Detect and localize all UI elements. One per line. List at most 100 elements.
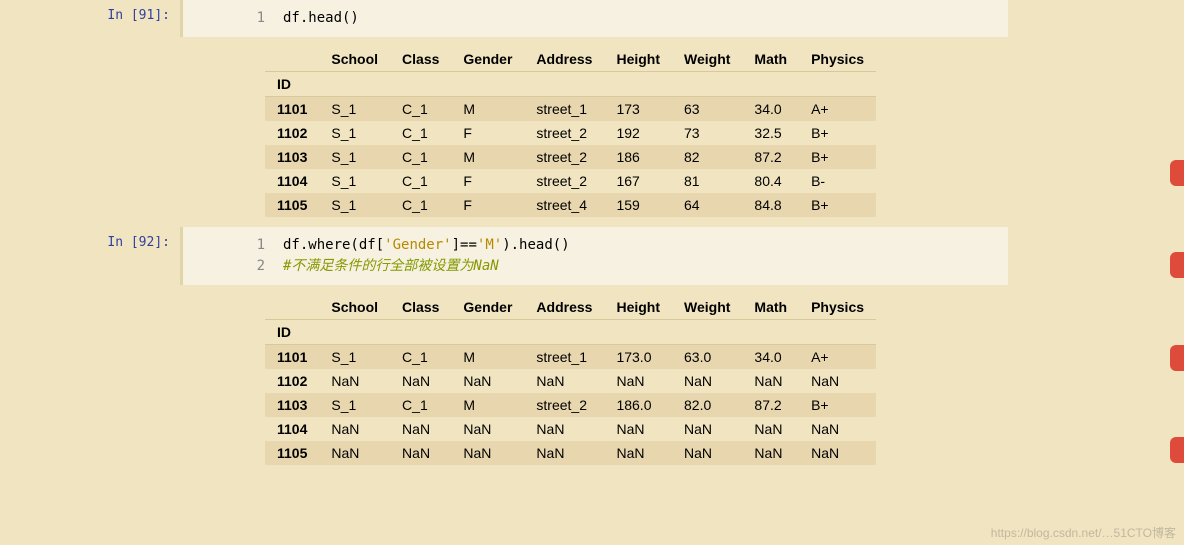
row-index: 1104	[265, 169, 319, 193]
cell: S_1	[319, 393, 390, 417]
cell: NaN	[742, 417, 799, 441]
index-name: ID	[265, 72, 319, 97]
cell: NaN	[672, 369, 742, 393]
code-editor[interactable]: 1df.head()	[180, 0, 1008, 37]
cell: NaN	[319, 369, 390, 393]
column-header: Weight	[672, 47, 742, 72]
cell: S_1	[319, 169, 390, 193]
cell: C_1	[390, 169, 451, 193]
column-header: Math	[742, 47, 799, 72]
row-index: 1102	[265, 369, 319, 393]
cell: NaN	[319, 417, 390, 441]
cell: 32.5	[742, 121, 799, 145]
cell: street_1	[524, 345, 604, 370]
table-row: 1105NaNNaNNaNNaNNaNNaNNaNNaN	[265, 441, 876, 465]
column-header: Height	[604, 295, 672, 320]
cell: NaN	[799, 417, 876, 441]
cell: 63.0	[672, 345, 742, 370]
output-area: SchoolClassGenderAddressHeightWeightMath…	[180, 37, 1184, 227]
line-number: 1	[193, 8, 283, 29]
cell: NaN	[451, 441, 524, 465]
input-prompt: In [91]:	[0, 0, 180, 37]
cell: 186.0	[604, 393, 672, 417]
cell: C_1	[390, 345, 451, 370]
cell: C_1	[390, 393, 451, 417]
cell: NaN	[672, 417, 742, 441]
column-header: Physics	[799, 47, 876, 72]
cell: NaN	[451, 417, 524, 441]
output-cell: SchoolClassGenderAddressHeightWeightMath…	[0, 37, 1184, 227]
cell: A+	[799, 97, 876, 122]
code-text: df.head()	[283, 8, 359, 29]
cell: 173.0	[604, 345, 672, 370]
row-index: 1101	[265, 97, 319, 122]
input-prompt: In [92]:	[0, 227, 180, 285]
cell: S_1	[319, 193, 390, 217]
code-line: 2#不满足条件的行全部被设置为NaN	[193, 256, 998, 277]
cell: 81	[672, 169, 742, 193]
cell: NaN	[742, 369, 799, 393]
cell: 159	[604, 193, 672, 217]
cell: NaN	[319, 441, 390, 465]
line-number: 1	[193, 235, 283, 256]
cell: C_1	[390, 193, 451, 217]
notebook: In [91]: 1df.head() SchoolClassGenderAdd…	[0, 0, 1184, 475]
row-index: 1104	[265, 417, 319, 441]
column-header: Class	[390, 295, 451, 320]
cell: C_1	[390, 121, 451, 145]
cell: street_1	[524, 97, 604, 122]
column-header: Address	[524, 295, 604, 320]
side-action-button[interactable]	[1170, 252, 1184, 278]
cell: 34.0	[742, 97, 799, 122]
table-row: 1104S_1C_1Fstreet_21678180.4B-	[265, 169, 876, 193]
cell: M	[451, 393, 524, 417]
column-header: School	[319, 295, 390, 320]
cell: S_1	[319, 345, 390, 370]
table-row: 1102S_1C_1Fstreet_21927332.5B+	[265, 121, 876, 145]
cell: 82	[672, 145, 742, 169]
code-line: 1df.head()	[193, 8, 998, 29]
column-header: Physics	[799, 295, 876, 320]
row-index: 1101	[265, 345, 319, 370]
row-index: 1102	[265, 121, 319, 145]
cell: NaN	[390, 441, 451, 465]
cell: F	[451, 169, 524, 193]
side-action-button[interactable]	[1170, 160, 1184, 186]
cell: NaN	[524, 441, 604, 465]
side-action-button[interactable]	[1170, 345, 1184, 371]
cell: F	[451, 193, 524, 217]
cell: 84.8	[742, 193, 799, 217]
table-row: 1103S_1C_1Mstreet_2186.082.087.2B+	[265, 393, 876, 417]
cell: B+	[799, 121, 876, 145]
code-editor[interactable]: 1df.where(df['Gender']=='M').head()2#不满足…	[180, 227, 1008, 285]
index-name: ID	[265, 320, 319, 345]
cell: 63	[672, 97, 742, 122]
row-index: 1105	[265, 441, 319, 465]
cell: S_1	[319, 97, 390, 122]
column-header: Height	[604, 47, 672, 72]
cell: F	[451, 121, 524, 145]
cell: NaN	[390, 417, 451, 441]
cell: street_2	[524, 121, 604, 145]
watermark: https://blog.csdn.net/…51CTO博客	[991, 524, 1176, 541]
cell: 192	[604, 121, 672, 145]
cell: 173	[604, 97, 672, 122]
cell: 82.0	[672, 393, 742, 417]
table-row: 1103S_1C_1Mstreet_21868287.2B+	[265, 145, 876, 169]
dataframe-table: SchoolClassGenderAddressHeightWeightMath…	[265, 295, 876, 465]
cell: B+	[799, 145, 876, 169]
column-header: Class	[390, 47, 451, 72]
code-text: #不满足条件的行全部被设置为NaN	[283, 256, 499, 277]
cell: NaN	[672, 441, 742, 465]
cell: 167	[604, 169, 672, 193]
cell: street_2	[524, 393, 604, 417]
table-row: 1101S_1C_1Mstreet_1173.063.034.0A+	[265, 345, 876, 370]
cell: street_4	[524, 193, 604, 217]
column-header: Weight	[672, 295, 742, 320]
side-action-button[interactable]	[1170, 437, 1184, 463]
dataframe-table: SchoolClassGenderAddressHeightWeightMath…	[265, 47, 876, 217]
cell: 73	[672, 121, 742, 145]
cell: 186	[604, 145, 672, 169]
cell: NaN	[604, 369, 672, 393]
cell: NaN	[742, 441, 799, 465]
